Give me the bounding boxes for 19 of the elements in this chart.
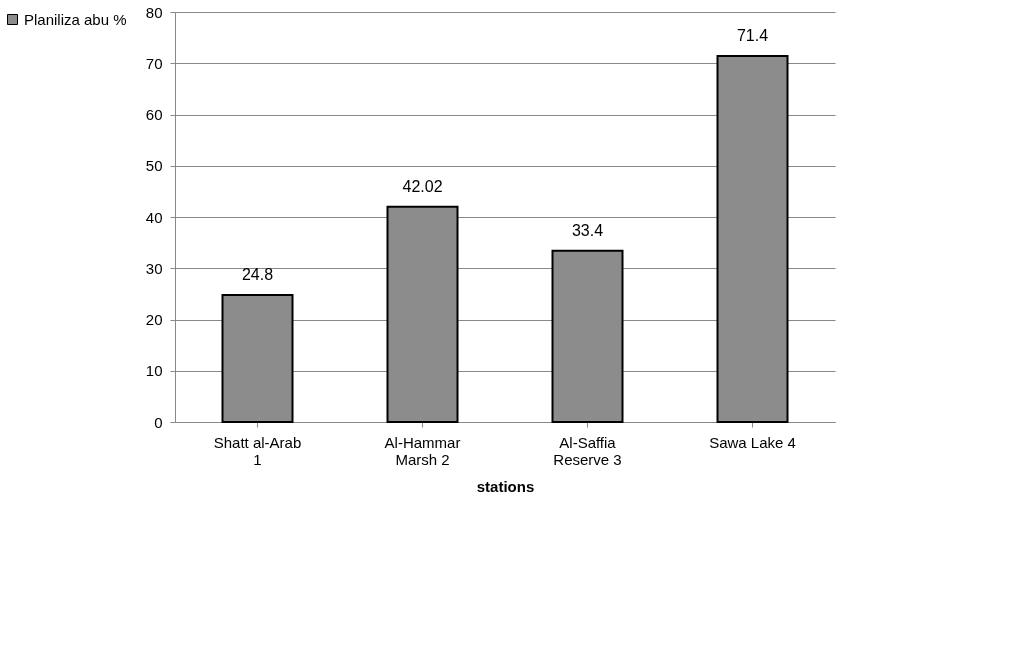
y-tick-label: 60 <box>145 106 163 123</box>
y-tick-label: 40 <box>145 208 163 226</box>
y-tick-label: 0 <box>154 413 163 431</box>
x-tick-label: Al-Hammar Marsh 2 <box>384 433 461 468</box>
data-label: 71.4 <box>736 27 769 45</box>
y-tick-label: 80 <box>145 3 163 21</box>
legend-label: Planiliza abu % <box>24 10 127 28</box>
x-axis-title: stations <box>476 477 535 495</box>
y-tick-label: 50 <box>145 157 163 175</box>
x-tick-label: Shatt al-Arab 1 <box>213 433 302 468</box>
x-tick-label: Sawa Lake 4 <box>709 433 796 451</box>
y-tick-label: 10 <box>145 362 163 380</box>
data-label: 24.8 <box>241 265 274 283</box>
data-label: 33.4 <box>571 221 604 239</box>
x-tick-label: Al-Saffia Reserve 3 <box>553 433 622 468</box>
y-tick-label: 30 <box>145 259 163 277</box>
y-tick-label: 70 <box>145 54 163 72</box>
y-tick-label: 20 <box>145 311 163 328</box>
data-label: 42.02 <box>402 177 443 195</box>
